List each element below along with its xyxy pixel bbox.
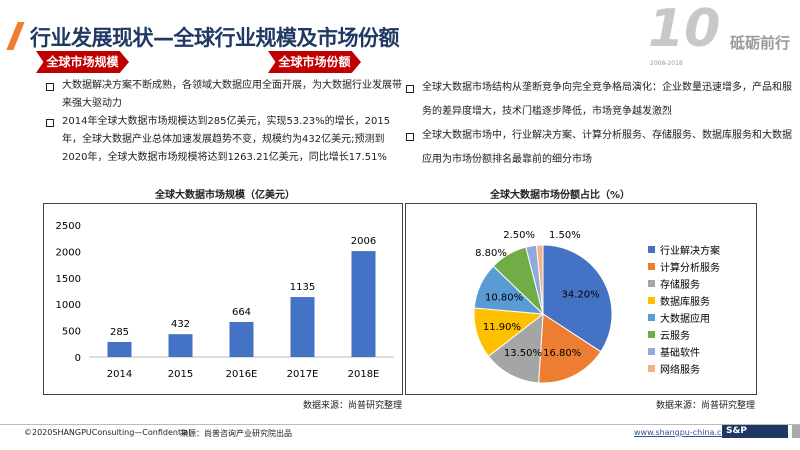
y-tick-label: 0: [75, 353, 81, 364]
legend-label: 大数据应用: [660, 312, 710, 325]
legend-label: 云服务: [660, 329, 690, 342]
bar-value-label: 1135: [290, 282, 315, 293]
brand-slogan: 砥砺前行: [730, 34, 791, 52]
bar: [290, 297, 315, 357]
y-tick-label: 2500: [56, 221, 81, 232]
pie-slice: [487, 312, 544, 384]
legend-swatch: [648, 331, 655, 338]
pie-value-label: 34.20%: [562, 290, 600, 301]
x-tick-label: 2018E: [348, 369, 380, 380]
y-tick-label: 1000: [56, 300, 81, 311]
footer-divider: [0, 424, 800, 425]
pie-chart-source: 数据来源：尚普研究整理: [656, 401, 756, 411]
bullet-item: 全球大数据市场结构从垄断竞争向完全竞争格局演化：企业数量迅速增多，产品和服务的差…: [402, 76, 794, 124]
footer-url-link[interactable]: www.shangpu-china.com: [634, 428, 735, 437]
brand-years: 2008-2018: [650, 60, 683, 67]
pie-value-label: 10.80%: [485, 292, 523, 303]
bar: [107, 341, 132, 357]
bar-chart-box: 0 500 1000 1500 2000 2500 285 2014 432 2015 664 201…: [43, 203, 403, 395]
x-tick-label: 2016E: [226, 369, 258, 380]
left-bullets: 大数据解决方案不断成熟，各领域大数据应用全面开展，为大数据行业发展带来强大驱动力…: [42, 77, 404, 167]
right-bullets: 全球大数据市场结构从垄断竞争向完全竞争格局演化：企业数量迅速增多，产品和服务的差…: [402, 76, 794, 172]
bullet-item: 大数据解决方案不断成熟，各领域大数据应用全面开展，为大数据行业发展带来强大驱动力: [42, 77, 404, 113]
bar: [168, 334, 193, 357]
y-tick-label: 2000: [56, 247, 81, 258]
bar-value-label: 2006: [351, 236, 376, 247]
x-tick-label: 2017E: [287, 369, 319, 380]
pie-chart: 34.20% 行业解决方案 16.80% 计算分析服务 13.50% 存储服务 11.90%…: [473, 230, 720, 384]
y-tick-label: 500: [62, 327, 81, 338]
footer-source: 来源：尚普咨询产业研究院出品: [180, 429, 292, 438]
pie-value-label: 8.80%: [475, 248, 507, 259]
page-title: 行业发展现状—全球行业规模及市场份额: [30, 26, 400, 50]
footer-copyright: ©2020SHANGPUConsulting—Confidential: [24, 428, 191, 437]
bullet-item: 全球大数据市场中，行业解决方案、计算分析服务、存储服务、数据库服务和大数据应用为…: [402, 124, 794, 172]
legend-swatch: [648, 263, 655, 270]
legend-label: 行业解决方案: [660, 244, 720, 257]
legend-label: 计算分析服务: [660, 261, 720, 274]
pie-value-label: 1.50%: [549, 230, 581, 241]
section-banner-market-share: 全球市场份额: [268, 51, 361, 73]
bar-chart: 0 500 1000 1500 2000 2500 285 2014 432 2015 664 201…: [56, 221, 394, 380]
bar-value-label: 285: [110, 327, 129, 338]
pie-slice: [538, 313, 602, 384]
bar: [229, 321, 254, 357]
pie-chart-title: 全球大数据市场份额占比（%）: [460, 186, 660, 201]
bar-chart-source: 数据来源：尚普研究整理: [303, 401, 403, 411]
legend-label: 数据库服务: [660, 295, 710, 308]
legend-label: 网络服务: [660, 363, 700, 376]
legend-swatch: [648, 314, 655, 321]
bar-value-label: 664: [232, 307, 251, 318]
section-banner-market-size: 全球市场规模: [36, 51, 129, 73]
title-accent: [6, 22, 25, 50]
pie-value-label: 13.50%: [504, 348, 542, 359]
sp-logo: S&P: [722, 425, 788, 438]
pie-value-label: 11.90%: [483, 322, 521, 333]
pie-chart-box: 34.20% 行业解决方案 16.80% 计算分析服务 13.50% 存储服务 11.90%…: [405, 203, 757, 395]
y-tick-label: 1500: [56, 274, 81, 285]
footer-page-tab: [792, 425, 800, 438]
pie-value-label: 2.50%: [503, 230, 535, 241]
legend-swatch: [648, 365, 655, 372]
legend-label: 存储服务: [660, 278, 700, 291]
legend-swatch: [648, 280, 655, 287]
anniversary-logo: 10: [648, 0, 721, 59]
legend-swatch: [648, 246, 655, 253]
bar: [351, 251, 376, 357]
pie-value-label: 16.80%: [543, 348, 581, 359]
legend-swatch: [648, 297, 655, 304]
x-tick-label: 2014: [107, 369, 132, 380]
legend-label: 基础软件: [660, 346, 700, 359]
bullet-item: 2014年全球大数据市场规模达到285亿美元，实现53.23%的增长，2015年…: [42, 113, 404, 167]
bar-value-label: 432: [171, 319, 190, 330]
pie-slice: [535, 244, 544, 315]
legend-swatch: [648, 348, 655, 355]
x-tick-label: 2015: [168, 369, 193, 380]
bar-chart-title: 全球大数据市场规模（亿美元）: [100, 186, 350, 201]
